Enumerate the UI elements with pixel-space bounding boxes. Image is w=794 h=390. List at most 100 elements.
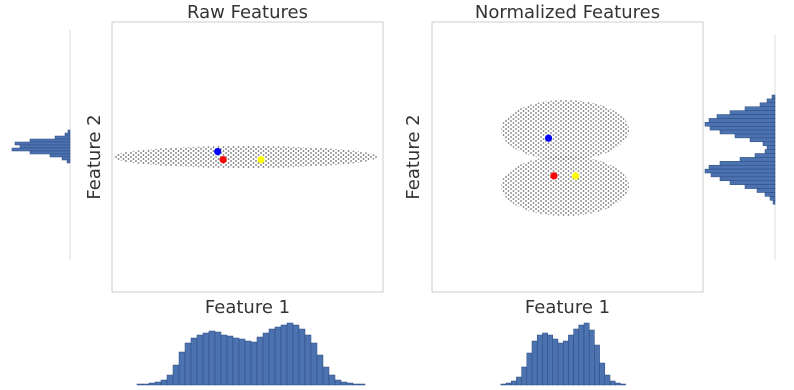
hist-bar <box>244 340 252 386</box>
hist-bar <box>298 328 306 386</box>
hist-bar <box>148 382 156 386</box>
hist-bar <box>756 188 776 193</box>
hist-bar <box>719 161 776 166</box>
point-cloud <box>501 100 629 160</box>
hist-bar <box>704 168 776 174</box>
hist-bar <box>516 376 522 386</box>
point-cloud <box>501 156 629 216</box>
hist-bar <box>352 383 360 386</box>
hist-bar <box>739 157 776 162</box>
hist-bar <box>764 192 776 197</box>
hist-bar <box>526 352 533 386</box>
hist-bar <box>66 159 71 164</box>
hist-bar <box>771 94 776 100</box>
chart-title: Raw Features <box>187 2 308 23</box>
highlight-point <box>219 156 227 164</box>
hist-bar <box>568 334 574 386</box>
hist-bar <box>316 354 324 386</box>
hist-bar <box>766 98 776 104</box>
hist-bar <box>710 172 776 178</box>
hist-bar <box>142 383 150 386</box>
hist-bar <box>136 383 144 386</box>
hist-bar <box>220 334 228 386</box>
hist-bar <box>49 153 71 158</box>
hist-bar <box>328 374 336 386</box>
x-axis-label: Feature 1 <box>205 297 290 318</box>
highlight-point <box>572 172 580 180</box>
y-axis-label: Feature 2 <box>403 114 424 199</box>
hist-bar <box>322 366 330 386</box>
hist-bar <box>500 383 507 386</box>
highlight-point <box>544 134 553 142</box>
hist-bar <box>505 382 512 386</box>
hist-bar <box>588 329 595 386</box>
hist-bar <box>262 332 270 386</box>
hist-bar <box>594 344 600 386</box>
plot-frame <box>111 21 384 293</box>
hist-bar <box>754 153 776 158</box>
hist-bar <box>178 351 186 386</box>
hist-bar <box>708 118 776 123</box>
y-axis-label: Feature 2 <box>84 114 105 199</box>
hist-bar <box>729 180 776 185</box>
hist-bar <box>744 106 776 111</box>
hist-bar <box>172 364 180 386</box>
hist-bar <box>749 137 776 143</box>
hist-bar <box>609 380 616 386</box>
hist-bar <box>11 147 71 152</box>
hist-bar <box>340 381 348 386</box>
chart-title: Normalized Features <box>475 2 660 23</box>
hist-bar <box>562 340 569 386</box>
hist-bar <box>310 342 318 386</box>
hist-bar <box>280 324 288 386</box>
hist-bar <box>521 366 528 386</box>
hist-bar <box>214 331 222 386</box>
hist-bar <box>772 200 776 205</box>
hist-bar <box>759 102 776 107</box>
hist-bar <box>268 328 276 386</box>
hist-bar <box>64 132 71 137</box>
hist-bar <box>614 382 621 386</box>
hist-bar <box>734 133 776 139</box>
hist-bar <box>61 156 71 161</box>
hist-bar <box>29 150 71 155</box>
hist-bar <box>762 141 776 146</box>
hist-bar <box>29 138 71 143</box>
hist-bar <box>54 135 71 140</box>
hist-bar <box>542 332 548 386</box>
hist-bar <box>256 336 264 386</box>
hist-bar <box>286 322 294 386</box>
hist-bar <box>226 335 234 386</box>
hist-bar <box>274 326 282 386</box>
hist-bar <box>583 322 590 386</box>
hist-bar <box>67 129 71 134</box>
hist-bar <box>704 122 776 127</box>
hist-bar <box>208 330 216 386</box>
hist-bar <box>346 382 354 386</box>
highlight-point <box>214 148 222 156</box>
hist-bar <box>620 383 626 386</box>
hist-bar <box>729 110 776 115</box>
hist-bar <box>238 338 246 386</box>
hist-bar <box>557 342 564 386</box>
x-axis-label: Feature 1 <box>525 297 610 318</box>
plot-frame <box>431 21 704 293</box>
hist-bar <box>552 338 559 386</box>
hist-bar <box>160 379 168 386</box>
hist-bar <box>719 176 776 182</box>
hist-bar <box>304 334 312 386</box>
hist-bar <box>154 381 162 386</box>
hist-bar <box>766 145 776 150</box>
hist-bar <box>764 149 776 154</box>
hist-bar <box>14 141 71 146</box>
highlight-point <box>550 172 558 180</box>
hist-bar <box>573 328 580 386</box>
hist-bar <box>166 374 174 386</box>
hist-bar <box>709 125 776 131</box>
hist-bar <box>190 337 198 386</box>
hist-bar <box>719 129 776 135</box>
hist-bar <box>184 342 192 386</box>
hist-bar <box>599 362 606 386</box>
hist-bar <box>578 324 585 386</box>
